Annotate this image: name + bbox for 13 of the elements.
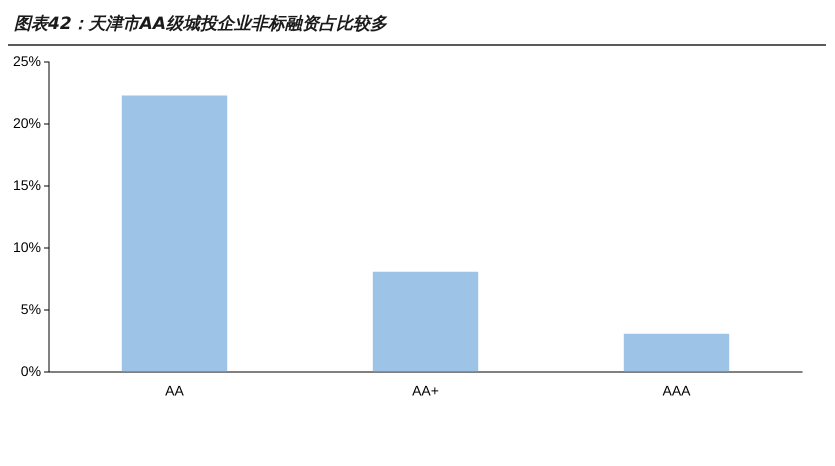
bar [122, 96, 228, 372]
bar [372, 272, 478, 372]
y-tick-label: 15% [12, 176, 42, 193]
x-tick-label: AA+ [412, 382, 439, 398]
y-tick-label: 5% [20, 301, 42, 318]
chart-title: 图表42：天津市AA级城投企业非标融资占比较多 [14, 13, 387, 35]
y-tick-label: 20% [12, 114, 42, 131]
x-tick-label: AAA [662, 382, 692, 398]
y-tick-label: 10% [12, 238, 42, 255]
y-tick-label: 0% [20, 363, 42, 380]
bar [624, 334, 730, 372]
y-tick-label: 25% [12, 52, 42, 69]
x-tick-label: AA [165, 382, 185, 398]
